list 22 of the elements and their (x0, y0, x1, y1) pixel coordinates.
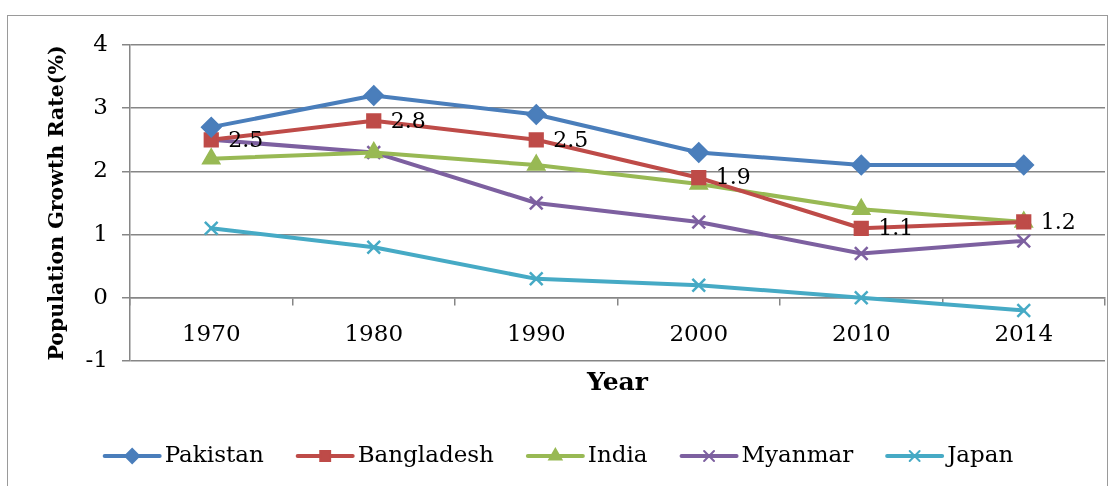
x-tick-label: 1980 (344, 319, 404, 346)
x-tick-label: 2010 (831, 319, 891, 346)
y-tick-label: 0 (93, 282, 108, 309)
y-tick-label: 1 (93, 219, 108, 246)
x-tick-label: 2000 (669, 319, 729, 346)
legend-label: Bangladesh (357, 440, 495, 467)
data-label: 1.9 (715, 164, 751, 190)
x-tick-label: 1990 (506, 319, 566, 346)
data-label: 2.5 (553, 126, 589, 152)
legend-label: Myanmar (741, 440, 854, 467)
x-tick-label: 2014 (994, 319, 1054, 346)
legend-label: Japan (945, 440, 1014, 467)
x-tick-label: 1970 (181, 319, 241, 346)
y-tick-label: 2 (93, 156, 108, 183)
legend-label: India (587, 440, 648, 467)
legend-label: Pakistan (164, 440, 264, 467)
y-tick-label: 3 (93, 93, 108, 120)
y-axis-title: Population Growth Rate(%) (43, 45, 68, 361)
y-tick-label: 4 (93, 29, 108, 56)
data-label: 1.2 (1040, 208, 1076, 234)
y-tick-label: -1 (85, 345, 108, 372)
x-axis-title: Year (586, 366, 649, 396)
